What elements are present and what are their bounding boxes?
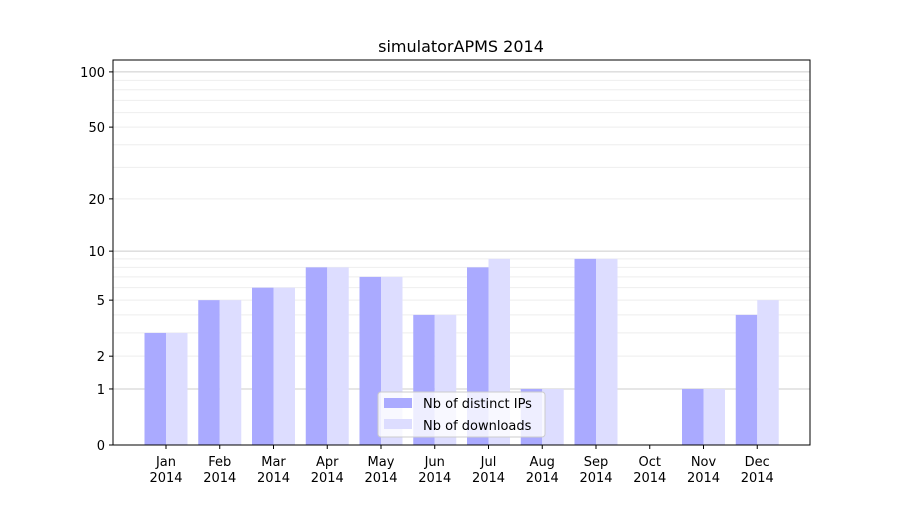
bar-downloads (757, 300, 779, 445)
bar-downloads (273, 287, 295, 445)
bar-downloads (596, 258, 618, 445)
y-tick-label: 20 (88, 193, 105, 208)
x-tick-label: Jan 2014 (149, 455, 182, 486)
legend-swatch-downloads (384, 419, 412, 429)
bar-distinct-ips (735, 314, 758, 445)
y-tick-label: 5 (97, 294, 105, 309)
bar-distinct-ips (252, 287, 274, 445)
bar-downloads (219, 300, 242, 445)
bar-distinct-ips (198, 300, 220, 445)
x-tick-label: Aug 2014 (526, 455, 559, 486)
plot-frame (112, 59, 811, 446)
x-tick-label: Mar 2014 (257, 455, 290, 486)
bar-downloads (703, 388, 725, 445)
y-tick-label: 10 (88, 245, 105, 260)
x-tick-label: Oct 2014 (633, 455, 666, 486)
chart-title: simulatorAPMS 2014 (378, 37, 544, 56)
x-tick-label: Jul 2014 (472, 455, 505, 486)
bar-downloads (327, 267, 349, 445)
y-tick-label: 100 (80, 66, 105, 81)
bar-distinct-ips (574, 258, 596, 445)
y-tick-label: 0 (97, 439, 105, 454)
y-tick-label: 2 (97, 350, 105, 365)
x-tick-label: Jun 2014 (418, 455, 451, 486)
y-tick-label: 50 (88, 121, 105, 136)
legend-label-downloads: Nb of downloads (423, 419, 532, 434)
y-tick-label: 1 (97, 383, 105, 398)
x-tick-label: May 2014 (364, 455, 397, 486)
legend-label-ips: Nb of distinct IPs (423, 397, 532, 412)
bar-downloads (166, 332, 188, 445)
x-tick-label: Nov 2014 (687, 455, 720, 486)
bar-distinct-ips (305, 267, 328, 445)
legend-swatch-ips (384, 398, 412, 408)
x-tick-label: Sep 2014 (579, 455, 612, 486)
bar-distinct-ips (359, 276, 381, 445)
x-tick-label: Apr 2014 (311, 455, 344, 486)
x-tick-label: Feb 2014 (203, 455, 236, 486)
bar-downloads (542, 388, 564, 445)
legend: Nb of distinct IPs Nb of downloads (377, 391, 546, 438)
x-tick-label: Dec 2014 (741, 455, 774, 486)
bar-distinct-ips (144, 332, 166, 445)
bar-distinct-ips (682, 388, 704, 445)
